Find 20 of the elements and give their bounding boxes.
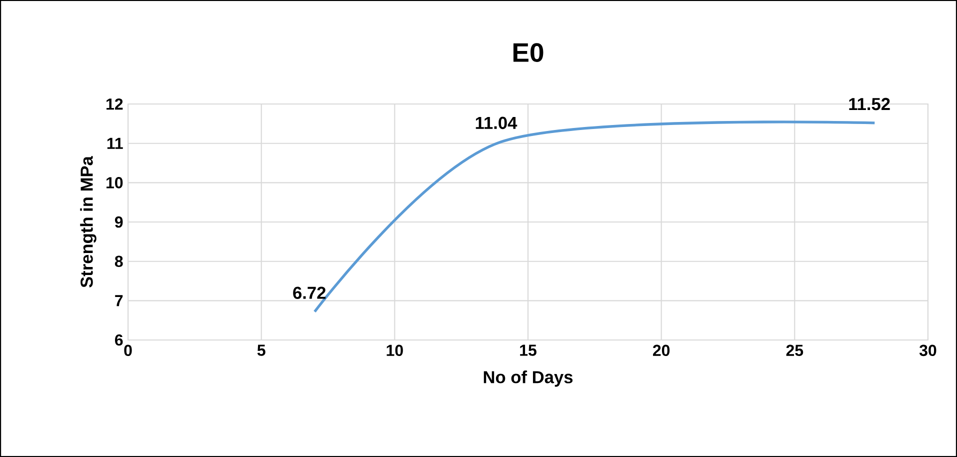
x-tick-label: 5 [257, 344, 266, 356]
chart-title: E0 [513, 43, 544, 62]
x-tick-label: 25 [786, 344, 804, 356]
y-tick-label: 9 [114, 216, 123, 228]
y-tick-label: 11 [107, 138, 123, 149]
x-tick-label: 20 [652, 344, 670, 356]
x-tick-label: 10 [386, 344, 403, 356]
x-tick-label: 15 [520, 344, 536, 356]
y-tick-label: 12 [106, 98, 123, 110]
y-tick-label: 6 [115, 334, 123, 346]
data-label: 11.04 [476, 116, 518, 130]
x-axis-title: No of Days [484, 370, 573, 387]
data-label: 6.72 [293, 286, 326, 299]
x-tick-label: 30 [919, 344, 936, 356]
y-tick-label: 7 [115, 295, 123, 306]
x-tick-label: 0 [124, 344, 132, 356]
y-tick-label: 8 [114, 256, 123, 267]
y-tick-label: 10 [106, 177, 123, 188]
data-label: 11.52 [849, 98, 890, 110]
y-axis-title: Strength in MPa [80, 156, 96, 288]
